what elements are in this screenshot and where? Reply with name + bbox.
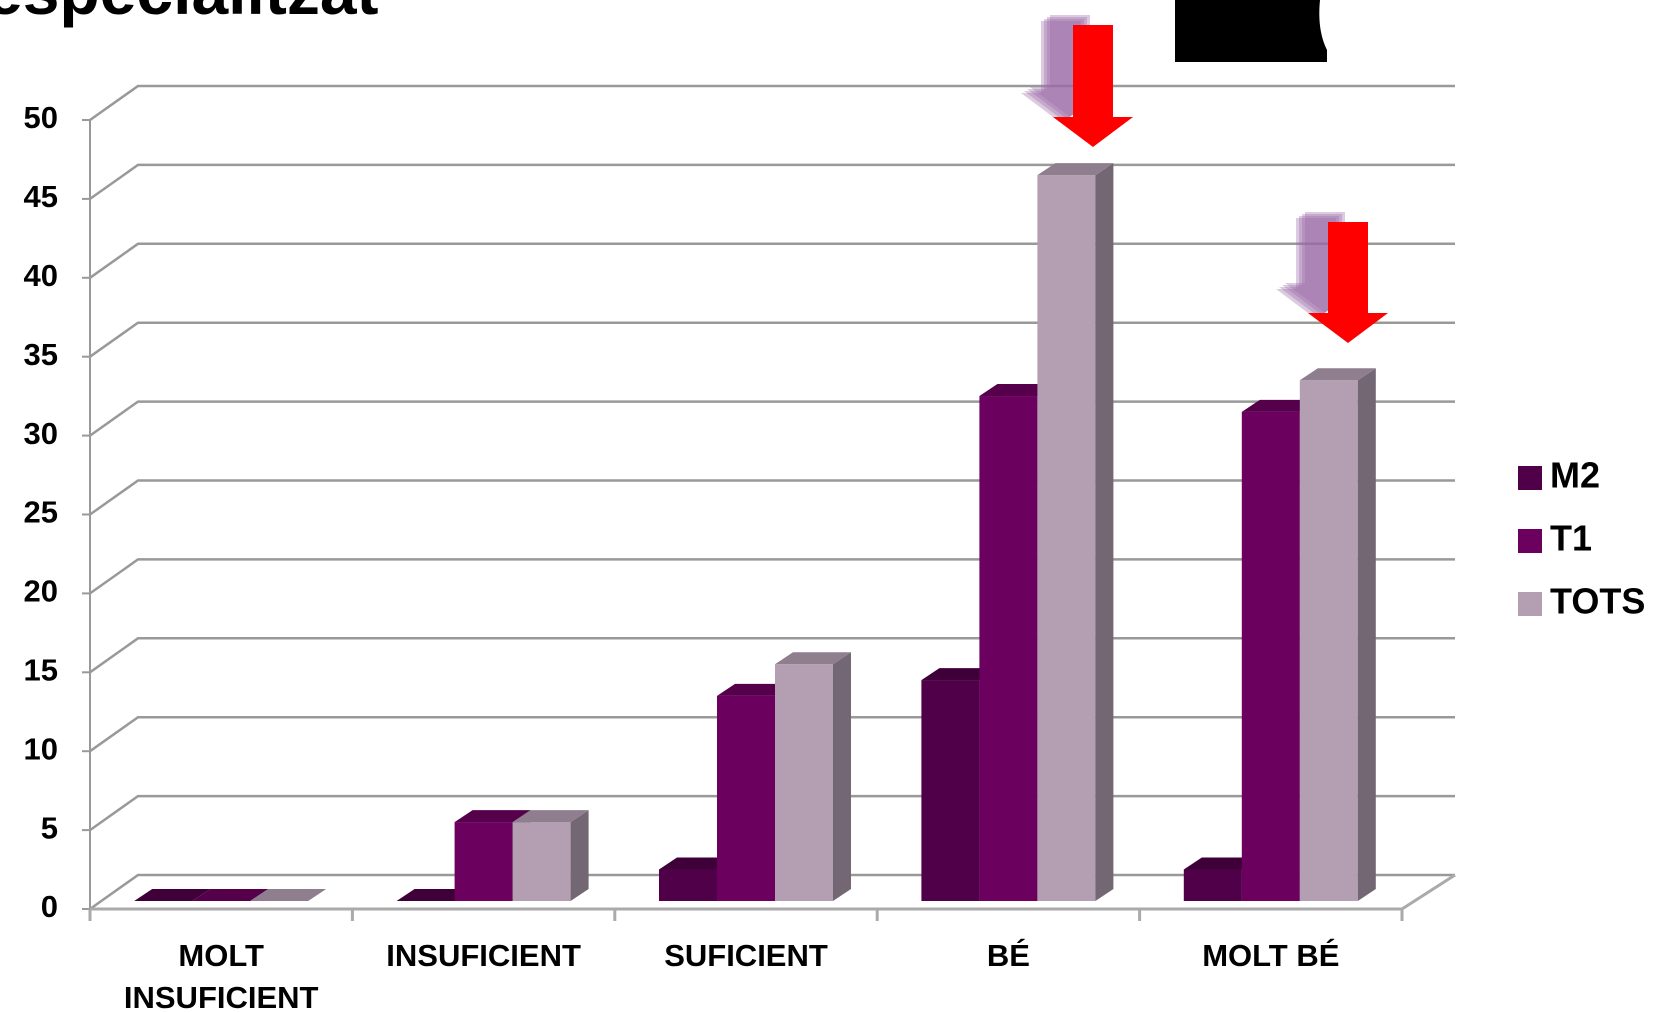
legend-label: T1 (1550, 518, 1592, 559)
bars (134, 163, 1376, 901)
legend: M2 T1 TOTS (1518, 455, 1645, 622)
bar-front (454, 822, 513, 901)
bar-front (1183, 869, 1242, 901)
x-tick-label: BÉ (986, 938, 1030, 973)
arrows (1021, 15, 1388, 343)
decorative-image-edge (1319, 0, 1335, 62)
x-tick-label: MOLT INSUFICIENT (123, 938, 319, 1013)
y-tick-label: 0 (41, 889, 58, 924)
bar-top (1183, 857, 1260, 870)
y-tick-label: 10 (24, 731, 58, 766)
y-tick-label: 50 (24, 100, 58, 135)
decorative-image (1175, 0, 1327, 62)
bar-top (250, 889, 327, 901)
bar-front (921, 680, 980, 901)
chart-title: especialitzat (0, 0, 379, 28)
bar-front (717, 695, 775, 901)
bar (775, 652, 851, 901)
bar-top (396, 889, 473, 901)
bar-top (512, 810, 589, 823)
legend-label: M2 (1550, 455, 1600, 496)
bar-side (1357, 368, 1376, 901)
bar-top (454, 810, 531, 823)
y-tick-label: 30 (24, 416, 58, 451)
y-tick-label: 35 (24, 337, 58, 372)
bar-front (1299, 380, 1358, 901)
legend-label: TOTS (1550, 581, 1645, 622)
bar-front (512, 822, 571, 901)
bar (1037, 163, 1114, 901)
bar-top (717, 683, 793, 696)
bar (192, 889, 269, 901)
arrow (1308, 222, 1388, 343)
bar-side (833, 652, 851, 901)
bar-top (192, 889, 269, 901)
grid-line (89, 84, 1455, 122)
bar-front (775, 664, 833, 901)
bar-top (1037, 163, 1114, 176)
bar-top (1299, 368, 1376, 381)
bar-top (134, 889, 211, 901)
legend-swatch (1518, 592, 1542, 616)
y-tick-label: 25 (24, 495, 58, 530)
bar-front (1037, 175, 1096, 901)
bar-front (659, 869, 717, 901)
grid-line (89, 321, 1455, 358)
bar (396, 889, 473, 901)
grid-line (89, 163, 1455, 200)
y-tick-label: 20 (24, 574, 58, 609)
bar (134, 889, 211, 901)
x-tick-label: SUFICIENT (664, 938, 828, 973)
bar (250, 889, 327, 901)
bar-side (570, 810, 589, 901)
bar (512, 810, 589, 901)
bar-top (659, 857, 735, 870)
arrow (1053, 25, 1133, 147)
legend-swatch (1518, 466, 1542, 490)
y-tick-label: 5 (41, 810, 58, 845)
bar-top (979, 384, 1056, 397)
bar (1299, 368, 1376, 901)
y-tick-label: 15 (24, 652, 58, 687)
x-tick-label: MOLT BÉ (1202, 938, 1340, 973)
bar-front (979, 396, 1038, 901)
legend-swatch (1518, 529, 1542, 553)
bar-top (1241, 399, 1318, 412)
y-tick-label: 40 (24, 258, 58, 293)
bar-front (1241, 411, 1300, 901)
bar-top (775, 652, 851, 665)
grid-line (89, 242, 1455, 279)
bar-side (1095, 163, 1114, 901)
bar-top (921, 668, 998, 681)
y-tick-label: 45 (24, 179, 58, 214)
x-tick-label: INSUFICIENT (386, 938, 581, 973)
